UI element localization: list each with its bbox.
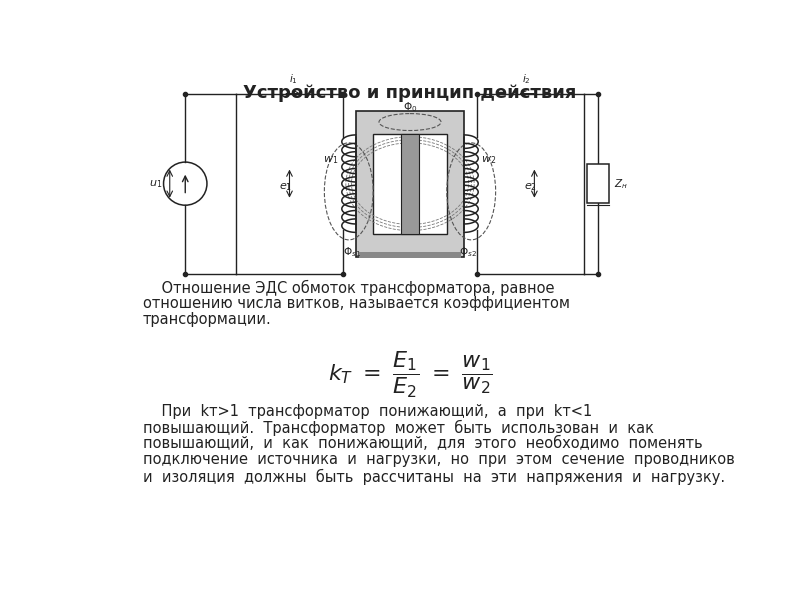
Text: Устройство и принцип действия: Устройство и принцип действия — [243, 85, 577, 103]
Text: $e_2$: $e_2$ — [524, 182, 537, 193]
Text: повышающий.  Трансформатор  может  быть  использован  и  как: повышающий. Трансформатор может быть исп… — [142, 420, 654, 436]
Bar — [587, 164, 609, 203]
Text: $Z_н$: $Z_н$ — [614, 177, 628, 191]
Text: $\Phi_0$: $\Phi_0$ — [403, 101, 417, 115]
Text: $w_1$: $w_1$ — [323, 155, 338, 166]
Text: трансформации.: трансформации. — [142, 312, 271, 327]
Text: $k_T\ =\ \dfrac{E_1}{E_2}\ =\ \dfrac{w_1}{w_2}$: $k_T\ =\ \dfrac{E_1}{E_2}\ =\ \dfrac{w_1… — [328, 350, 492, 400]
Text: $u_1$: $u_1$ — [149, 178, 162, 190]
Text: Отношение ЭДС обмоток трансформатора, равное: Отношение ЭДС обмоток трансформатора, ра… — [142, 280, 554, 296]
Text: $u_2$: $u_2$ — [586, 178, 600, 190]
Text: и  изоляция  должны  быть  рассчитаны  на  эти  напряжения  и  нагрузку.: и изоляция должны быть рассчитаны на эти… — [142, 469, 725, 485]
Bar — [373, 134, 447, 234]
Bar — [356, 110, 464, 257]
Text: подключение  источника  и  нагрузки,  но  при  этом  сечение  проводников: подключение источника и нагрузки, но при… — [142, 452, 734, 467]
Text: $i_2$: $i_2$ — [522, 72, 531, 86]
Text: $w_2$: $w_2$ — [482, 155, 497, 166]
Text: $e_1$: $e_1$ — [279, 182, 292, 193]
Text: $\Phi_{s1}$: $\Phi_{s1}$ — [343, 245, 361, 259]
Text: повышающий,  и  как  понижающий,  для  этого  необходимо  поменять: повышающий, и как понижающий, для этого … — [142, 436, 702, 451]
Bar — [401, 134, 419, 234]
Text: $\Phi_{s2}$: $\Phi_{s2}$ — [459, 245, 477, 259]
Text: $i_1$: $i_1$ — [289, 72, 298, 86]
Text: отношению числа витков, называется коэффициентом: отношению числа витков, называется коэфф… — [142, 296, 570, 311]
Bar — [359, 252, 461, 259]
Text: При  kт>1  трансформатор  понижающий,  а  при  kт<1: При kт>1 трансформатор понижающий, а при… — [142, 404, 592, 419]
